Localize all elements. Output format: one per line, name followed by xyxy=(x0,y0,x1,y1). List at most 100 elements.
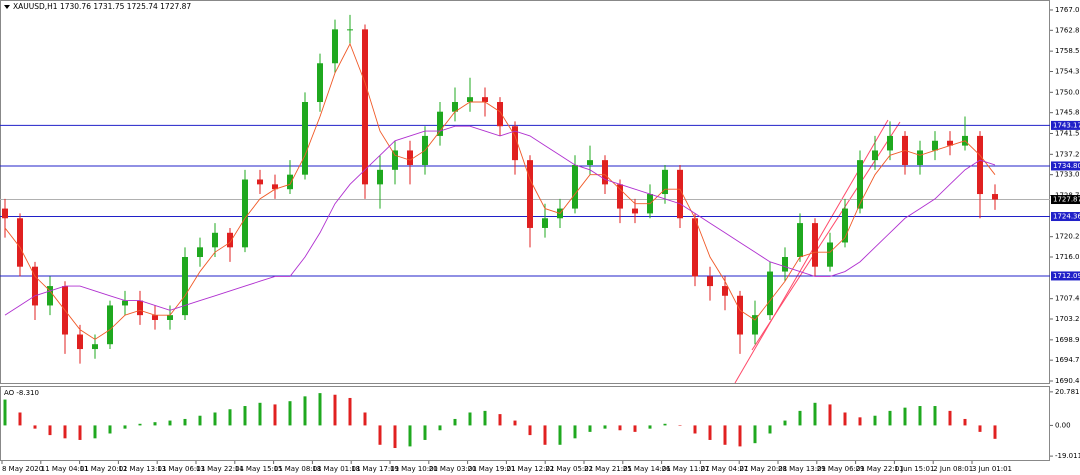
candle-body xyxy=(227,232,233,248)
candle-body xyxy=(107,305,113,345)
candle-body xyxy=(512,126,518,161)
candle-body xyxy=(497,102,503,127)
candle-body xyxy=(167,315,173,320)
x-tick-label: 20 May 19:01 xyxy=(468,465,516,473)
x-tick-label: 26 May 11:01 xyxy=(662,465,710,473)
ao-bar xyxy=(333,394,337,426)
level-label: 1724.36 xyxy=(1053,213,1080,221)
candle-body xyxy=(2,208,8,219)
x-tick-label: 8 May 2020 xyxy=(2,465,43,473)
candle-body xyxy=(632,208,638,214)
x-tick-label: 19 May 10:01 xyxy=(390,465,438,473)
y-tick-label: -19.011 xyxy=(1055,452,1080,460)
ao-bar xyxy=(378,425,382,445)
ao-bar xyxy=(723,425,727,445)
ao-bar xyxy=(183,418,187,426)
candle-body xyxy=(452,102,458,112)
level-tag xyxy=(1051,212,1080,222)
candle-body xyxy=(92,344,98,350)
candle-body xyxy=(377,169,383,185)
ao-bar xyxy=(603,425,607,429)
x-tick-label: 3 Jun 01:01 xyxy=(972,465,1012,473)
candle-body xyxy=(272,184,278,190)
ao-bar xyxy=(918,406,922,426)
candle-body xyxy=(122,300,128,306)
y-tick-label: 1750.00 xyxy=(1055,88,1080,96)
x-tick-label: 13 May 06:01 xyxy=(157,465,205,473)
ao-bar xyxy=(33,425,37,429)
ao-bar xyxy=(753,425,757,444)
x-tick-label: 11 May 20:01 xyxy=(80,465,128,473)
ao-title: AO -8.310 xyxy=(4,389,39,397)
y-tick-label: 1762.80 xyxy=(1055,26,1080,34)
ao-bar xyxy=(558,425,562,445)
x-tick-label: 13 May 22:01 xyxy=(196,465,244,473)
level-label: 1743.17 xyxy=(1053,121,1080,129)
candle-body xyxy=(947,140,953,146)
candle-body xyxy=(392,150,398,170)
x-tick-label: 29 May 22:01 xyxy=(856,465,904,473)
ao-bar xyxy=(948,410,952,426)
candle-body xyxy=(617,184,623,209)
ao-bar xyxy=(783,420,787,426)
ao-bar xyxy=(3,399,7,426)
candle-body xyxy=(587,160,593,165)
candle-body xyxy=(782,257,788,272)
candle-body xyxy=(287,174,293,190)
candle-body xyxy=(347,29,353,31)
ao-bar xyxy=(18,412,22,426)
ao-bar xyxy=(993,425,997,439)
ao-bar xyxy=(978,425,982,432)
x-tick-label: 28 May 13:01 xyxy=(778,465,826,473)
x-tick-label: 12 May 13:01 xyxy=(118,465,166,473)
ao-bar xyxy=(198,415,202,426)
ao-bar xyxy=(243,406,247,426)
ao-bar xyxy=(168,420,172,426)
ao-bar xyxy=(258,402,262,426)
candle-body xyxy=(572,164,578,209)
ao-bar xyxy=(678,425,682,426)
candle-body xyxy=(17,218,23,267)
candle-body xyxy=(887,135,893,151)
level-label: 1727.87 xyxy=(1053,196,1080,204)
ao-bar xyxy=(153,422,157,426)
candle-body xyxy=(317,63,323,103)
x-tick-label: 18 May 01:01 xyxy=(312,465,360,473)
candle-body xyxy=(332,29,338,64)
candle-body xyxy=(152,315,158,320)
y-tick-label: 1694.70 xyxy=(1055,356,1080,364)
ao-bar xyxy=(858,417,862,426)
ao-bar xyxy=(393,425,397,449)
ao-bar xyxy=(63,425,67,439)
ao-bar xyxy=(588,425,592,432)
x-tick-label: 1 Jun 15:01 xyxy=(894,465,934,473)
ao-bar xyxy=(408,425,412,447)
x-tick-label: 25 May 14:01 xyxy=(623,465,671,473)
candle-body xyxy=(242,179,248,248)
ao-bar xyxy=(498,414,502,426)
candle-body xyxy=(752,315,758,335)
candle-body xyxy=(182,257,188,316)
moving-average xyxy=(4,42,996,340)
menu-arrow[interactable] xyxy=(4,5,10,9)
candle-body xyxy=(872,150,878,161)
candle-body xyxy=(827,242,833,267)
ao-bar xyxy=(273,404,277,426)
y-tick-label: 1741.50 xyxy=(1055,129,1080,137)
y-tick-label: 1733.00 xyxy=(1055,171,1080,179)
ao-bar xyxy=(663,423,667,426)
ao-bar xyxy=(468,412,472,426)
level-label: 1712.09 xyxy=(1053,272,1080,280)
candle-body xyxy=(917,150,923,165)
ao-bar xyxy=(423,425,427,440)
y-tick-label: 1703.20 xyxy=(1055,315,1080,323)
ao-bar xyxy=(318,393,322,426)
ao-bar xyxy=(108,425,112,434)
ao-bar xyxy=(708,425,712,440)
y-tick-label: 1698.90 xyxy=(1055,336,1080,344)
ao-bar xyxy=(618,425,622,431)
x-tick-label: 29 May 06:01 xyxy=(817,465,865,473)
trend-line xyxy=(734,119,889,384)
candle-body xyxy=(977,135,983,195)
